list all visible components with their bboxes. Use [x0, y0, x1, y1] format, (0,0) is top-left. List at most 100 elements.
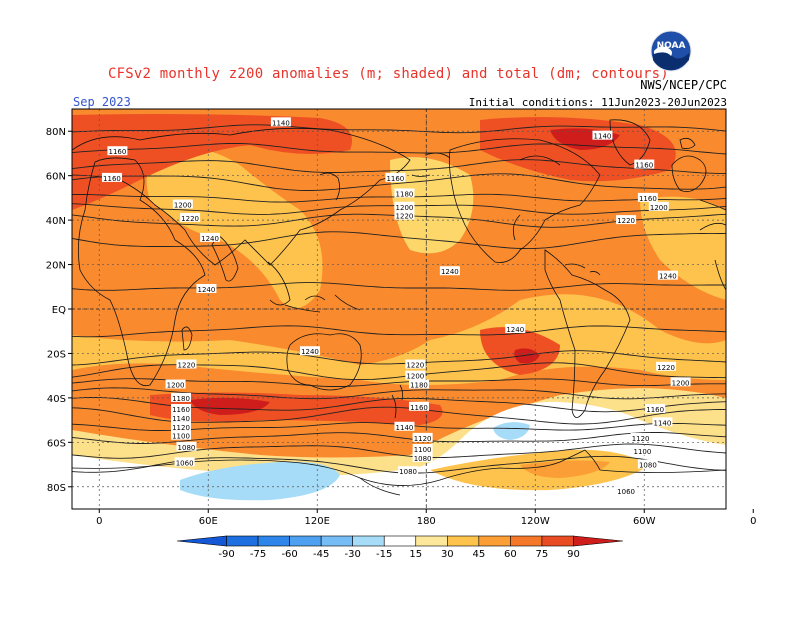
contour-line	[72, 124, 726, 134]
contour-label: 1100	[412, 444, 433, 454]
antarctic-yellow-patch	[430, 449, 650, 491]
contour-line	[72, 406, 726, 425]
coastlines	[72, 119, 726, 496]
svg-text:1080: 1080	[414, 455, 432, 463]
colorbar-segment	[383, 535, 417, 547]
colorbar-label: 45	[472, 549, 485, 560]
colorbar-segment	[289, 535, 322, 547]
contour-label: 1080	[637, 459, 658, 470]
svg-text:1220: 1220	[396, 213, 414, 221]
contour-line	[72, 387, 726, 400]
contour-line	[72, 362, 726, 381]
contour-line	[72, 282, 726, 291]
contour-label: 1120	[412, 432, 433, 443]
contour-label: 1140	[270, 117, 291, 127]
colorbar-label: -60	[281, 549, 297, 560]
svg-text:1200: 1200	[650, 204, 668, 212]
contour-label: 1160	[637, 192, 658, 203]
colorbar-segment	[176, 535, 227, 547]
contour-line	[72, 396, 726, 413]
lon-label: 0	[750, 516, 756, 527]
contour-label: 1080	[398, 466, 419, 476]
contour-label: 1160	[634, 159, 655, 170]
svg-text:1240: 1240	[201, 235, 219, 243]
contour-label: 1240	[657, 270, 678, 281]
lon-label: 120E	[305, 516, 330, 527]
lat-label: 20S	[47, 349, 66, 360]
colorbar-label: 60	[504, 549, 517, 560]
lat-label: EQ	[52, 305, 66, 316]
contour-label: 1200	[648, 201, 669, 212]
contour-label: 1160	[107, 146, 128, 156]
contour-label: 1100	[632, 446, 653, 456]
svg-text:1120: 1120	[414, 435, 432, 443]
contour-label: 1220	[176, 359, 197, 370]
svg-text:1120: 1120	[172, 424, 190, 432]
south-indian-dark-red	[190, 397, 270, 415]
lat-label: 40N	[46, 216, 66, 227]
south-pacific-dark-red	[514, 348, 540, 364]
anomaly-background	[72, 109, 726, 509]
svg-text:1180: 1180	[410, 382, 428, 390]
contour-label: 1080	[412, 452, 433, 463]
svg-text:1180: 1180	[172, 395, 190, 403]
contour-label: 1240	[200, 232, 221, 243]
lon-label: 60E	[199, 516, 218, 527]
contour-label: 1100	[171, 430, 191, 441]
lat-label: 20N	[46, 261, 66, 272]
contour-label: 1140	[592, 130, 613, 141]
contour-label: 1220	[180, 212, 201, 223]
colorbar-labels: -90 -75 -60 -45 -30 -15 15 30 45 60 75 90	[218, 549, 579, 560]
contour-line	[72, 231, 726, 250]
arctic-red-zone	[72, 114, 352, 210]
contour-label: 1080	[176, 441, 197, 452]
svg-text:1220: 1220	[178, 362, 196, 370]
svg-text:1180: 1180	[396, 190, 414, 198]
lon-label: 60W	[633, 516, 656, 527]
contour-label: 1140	[171, 412, 191, 423]
svg-text:1220: 1220	[657, 364, 675, 372]
svg-text:1120: 1120	[632, 435, 650, 443]
svg-text:1140: 1140	[594, 133, 612, 141]
lon-label: 180	[417, 516, 436, 527]
anomaly-colorbar	[176, 535, 624, 547]
contour-label: 1200	[670, 377, 691, 387]
southern-neutral-band	[72, 401, 726, 509]
initial-conditions: Initial conditions: 11Jun2023-20Jun2023	[468, 96, 727, 109]
colorbar-label: 30	[441, 549, 454, 560]
lon-label: 120W	[521, 516, 550, 527]
svg-text:1240: 1240	[659, 273, 677, 281]
contour-label: 1220	[616, 215, 637, 225]
svg-text:1080: 1080	[639, 462, 657, 470]
svg-text:1160: 1160	[386, 175, 404, 183]
colorbar-segment	[510, 535, 543, 547]
contour-label: 1220	[405, 359, 426, 370]
svg-text:1160: 1160	[103, 175, 121, 183]
contour-line	[72, 431, 726, 444]
lat-label: 60S	[47, 438, 66, 449]
contour-line	[72, 203, 726, 215]
svg-text:1160: 1160	[172, 406, 190, 414]
southern-red-band	[150, 392, 443, 425]
contour-line	[72, 143, 726, 155]
svg-text:1100: 1100	[172, 433, 190, 441]
lon-label: 0	[96, 516, 102, 527]
contour-label: 1240	[299, 346, 320, 356]
contour-label: 1240	[439, 266, 460, 276]
colorbar-label: -15	[376, 549, 392, 560]
lat-label: 80S	[47, 483, 66, 494]
colorbar-label: 75	[536, 549, 549, 560]
contour-label: 1160	[171, 404, 191, 414]
contour-label: 1120	[171, 421, 191, 432]
latitude-labels: 80N 60N 40N 20N EQ 20S 40S 60S 80S	[46, 127, 66, 494]
contour-label: 1240	[505, 324, 526, 334]
svg-text:1080: 1080	[399, 468, 417, 476]
svg-text:1140: 1140	[654, 419, 672, 427]
colorbar-label: -45	[313, 549, 329, 560]
contour-line	[72, 350, 726, 366]
contour-line	[72, 173, 726, 191]
contour-label: 1160	[645, 404, 666, 414]
contour-label: 1200	[172, 199, 193, 210]
